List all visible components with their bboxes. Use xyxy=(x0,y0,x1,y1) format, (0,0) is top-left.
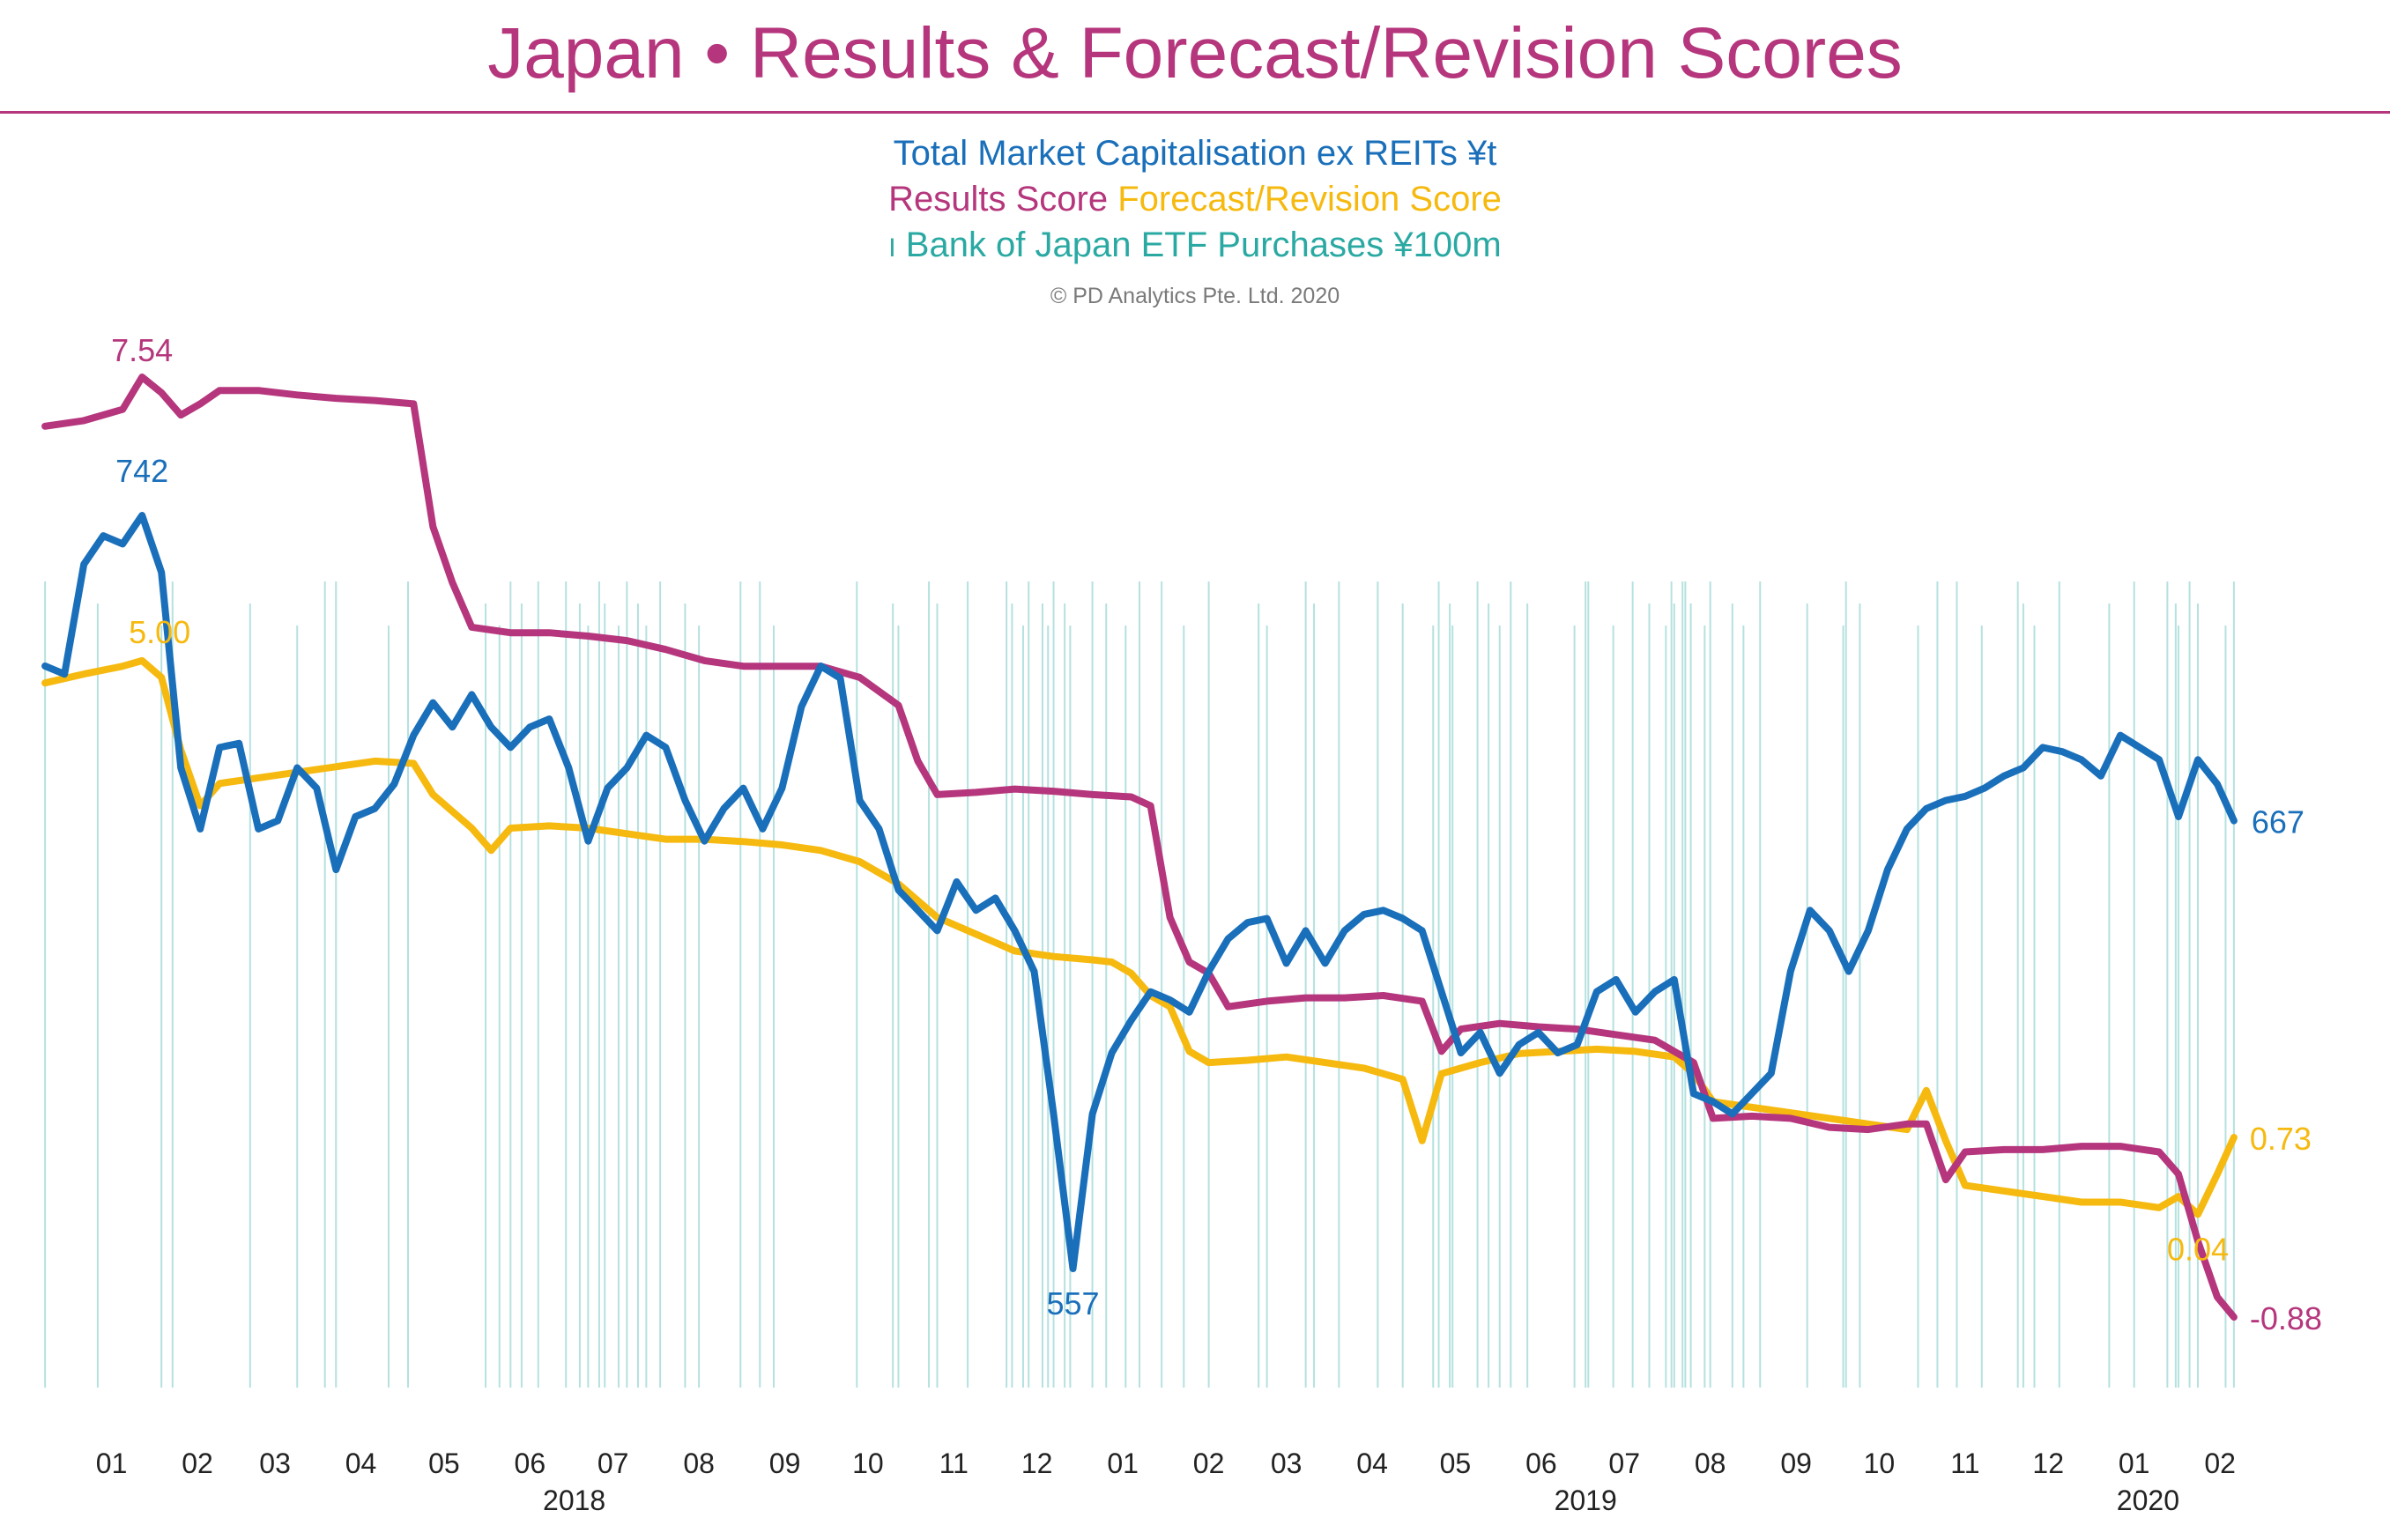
data-label: 0.04 xyxy=(2167,1231,2229,1267)
x-tick-label: 10 xyxy=(1864,1447,1896,1479)
legend-etf: I Bank of Japan ETF Purchases ¥100m xyxy=(0,226,2390,265)
x-tick-label: 02 xyxy=(182,1447,213,1479)
x-tick-label: 06 xyxy=(515,1447,546,1479)
etf-purchases-layer xyxy=(44,581,2235,1388)
x-tick-label: 06 xyxy=(1525,1447,1557,1479)
data-label: 742 xyxy=(115,453,168,489)
legend-forecast-label: Forecast/Revision Score xyxy=(1117,180,1502,218)
data-label: 0.73 xyxy=(2250,1121,2312,1157)
x-tick-label: 08 xyxy=(1695,1447,1726,1479)
x-tick-label: 01 xyxy=(96,1447,128,1479)
data-label: -0.88 xyxy=(2250,1300,2322,1336)
legend-etf-label: Bank of Japan ETF Purchases ¥100m xyxy=(905,226,1502,264)
header: Japan • Results & Forecast/Revision Scor… xyxy=(0,0,2390,114)
x-tick-label: 05 xyxy=(1440,1447,1472,1479)
x-tick-label: 05 xyxy=(428,1447,460,1479)
x-tick-label: 01 xyxy=(1107,1447,1139,1479)
title-divider xyxy=(0,111,2390,114)
x-year-label: 2019 xyxy=(1555,1484,1617,1516)
x-year-label: 2018 xyxy=(543,1484,605,1516)
x-tick-label: 11 xyxy=(1950,1447,1979,1479)
legend-market-cap-label: Total Market Capitalisation ex REITs ¥t xyxy=(893,134,1497,173)
x-tick-label: 01 xyxy=(2119,1447,2150,1479)
x-tick-label: 04 xyxy=(1356,1447,1388,1479)
data-label: 7.54 xyxy=(111,332,173,368)
page-title: Japan • Results & Forecast/Revision Scor… xyxy=(487,13,1903,93)
x-tick-label: 03 xyxy=(259,1447,291,1479)
legend-results-label: Results Score xyxy=(888,180,1109,218)
x-tick-label: 09 xyxy=(769,1447,801,1479)
x-tick-label: 07 xyxy=(598,1447,629,1479)
x-tick-label: 12 xyxy=(1021,1447,1053,1479)
legend-scores: Results Score Forecast/Revision Score xyxy=(0,180,2390,219)
x-year-label: 2020 xyxy=(2117,1484,2179,1516)
x-tick-label: 02 xyxy=(2204,1447,2236,1479)
results-score-line xyxy=(41,374,2238,1321)
data-label: 557 xyxy=(1047,1285,1100,1322)
x-tick-label: 04 xyxy=(345,1447,377,1479)
data-label: 5.00 xyxy=(129,614,190,650)
x-tick-label: 09 xyxy=(1780,1447,1812,1479)
legend-etf-marker: I xyxy=(888,233,896,263)
x-axis: 01 02 03 04 05 06 07 08 09 10 11 12 01 02 03 04 05 06 07 08… xyxy=(96,1447,2236,1516)
x-tick-label: 12 xyxy=(2032,1447,2064,1479)
x-tick-label: 02 xyxy=(1193,1447,1225,1479)
legend-market-cap: Total Market Capitalisation ex REITs ¥t xyxy=(0,134,2390,174)
x-tick-label: 11 xyxy=(939,1447,969,1479)
x-tick-label: 07 xyxy=(1608,1447,1640,1479)
x-tick-label: 03 xyxy=(1271,1447,1303,1479)
annotation-layer: 742 557 667 7.54 -0.88 5.00 0.04 0.73 xyxy=(111,332,2322,1336)
forecast-score-line xyxy=(41,656,2238,1218)
market-cap-line xyxy=(41,512,2238,1272)
data-label: 667 xyxy=(2252,804,2305,840)
x-tick-label: 10 xyxy=(852,1447,884,1479)
copyright-notice: © PD Analytics Pte. Ltd. 2020 xyxy=(1050,284,1340,308)
series-layer xyxy=(41,374,2238,1321)
x-tick-label: 08 xyxy=(683,1447,715,1479)
